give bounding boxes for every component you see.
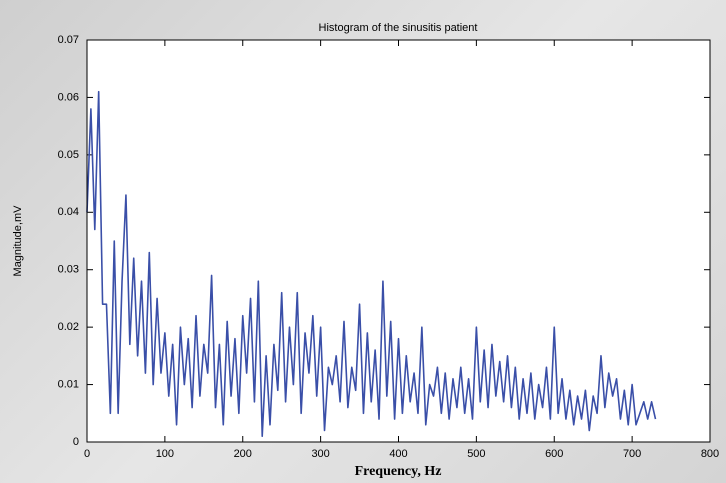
- x-tick-label: 300: [311, 448, 329, 460]
- x-tick-label: 0: [84, 448, 90, 460]
- y-tick-label: 0.05: [58, 149, 79, 161]
- y-tick-label: 0.06: [58, 91, 79, 103]
- x-tick-label: 600: [545, 448, 563, 460]
- x-tick-label: 500: [467, 448, 485, 460]
- y-tick-label: 0.02: [58, 321, 79, 333]
- y-tick-label: 0.01: [58, 378, 79, 390]
- x-tick-label: 400: [389, 448, 407, 460]
- x-axis-label: Frequency, Hz: [355, 464, 442, 479]
- y-tick-label: 0.07: [58, 34, 79, 46]
- y-tick-label: 0.04: [58, 206, 79, 218]
- data-line: [86, 90, 657, 438]
- chart-title: Histogram of the sinusitis patient: [319, 22, 478, 34]
- plot-frame: [86, 39, 711, 443]
- y-axis-label: Magnitude,mV: [12, 205, 24, 277]
- x-tick-label: 100: [156, 448, 174, 460]
- y-tick-label: 0.03: [58, 264, 79, 276]
- x-tick-label: 800: [701, 448, 719, 460]
- y-tick-label: 0: [73, 436, 79, 448]
- x-tick-label: 700: [623, 448, 641, 460]
- x-tick-label: 200: [234, 448, 252, 460]
